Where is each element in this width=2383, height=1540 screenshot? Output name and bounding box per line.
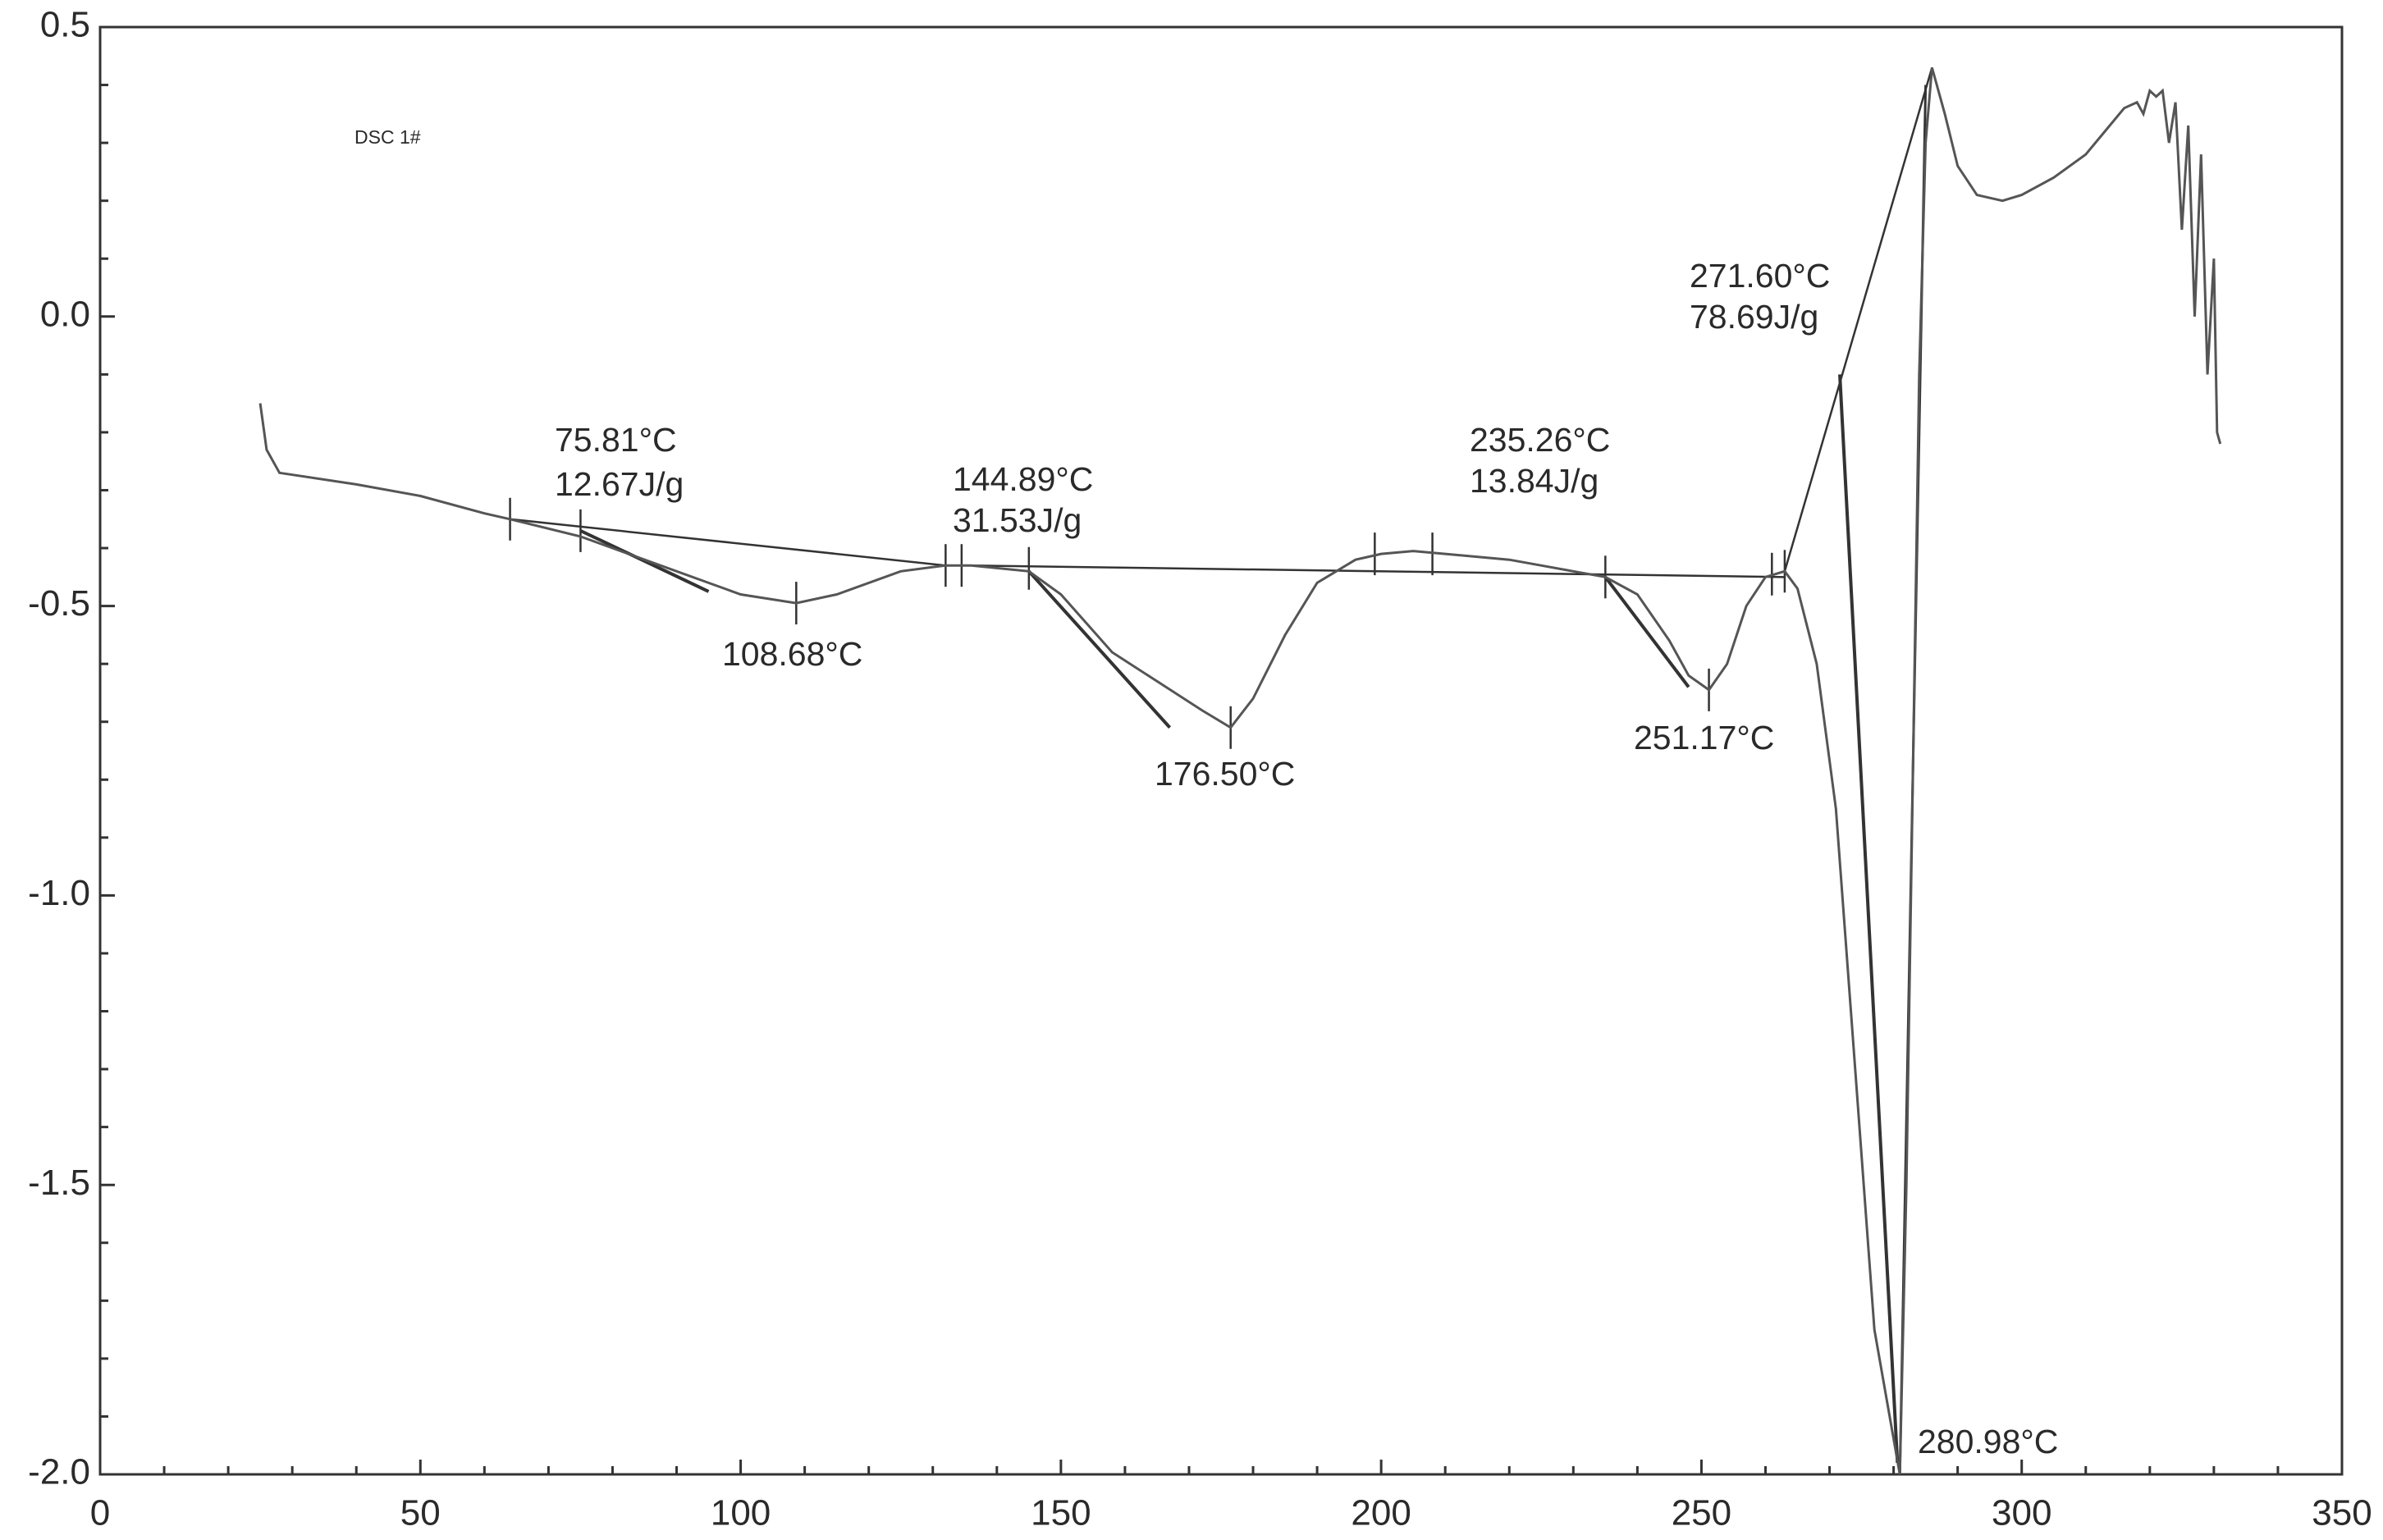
annotation: 235.26°C [1470, 421, 1610, 459]
annotation: 31.53J/g [953, 501, 1082, 539]
construction-line [1603, 576, 1690, 688]
construction-line [510, 518, 946, 567]
x-tick-label: 0 [90, 1493, 110, 1533]
x-tick-label: 50 [400, 1493, 441, 1533]
x-tick-label: 250 [1672, 1493, 1731, 1533]
construction-line [579, 529, 710, 593]
annotation: 271.60°C [1690, 257, 1830, 295]
annotation: 75.81°C [555, 421, 677, 459]
y-tick-label: -1.5 [28, 1163, 90, 1203]
construction-line [1783, 67, 1933, 572]
plot-frame [98, 25, 2344, 1476]
y-tick-label: -2.0 [28, 1452, 90, 1492]
chart-title: DSC 1# [354, 126, 421, 148]
construction-line [1838, 374, 1900, 1463]
annotation: 251.17°C [1634, 719, 1774, 756]
x-tick-label: 300 [1992, 1493, 2051, 1533]
construction-line [1027, 569, 1172, 729]
y-tick-label: 0.0 [40, 294, 90, 334]
y-tick-label: 0.5 [40, 5, 90, 45]
annotation: 144.89°C [953, 460, 1093, 498]
annotation: 108.68°C [722, 635, 862, 673]
y-tick-label: -1.0 [28, 873, 90, 913]
x-tick-label: 200 [1351, 1493, 1411, 1533]
annotation: 12.67J/g [555, 465, 684, 503]
x-tick-label: 350 [2312, 1493, 2372, 1533]
annotation: 280.98°C [1918, 1423, 2058, 1460]
x-tick-label: 150 [1031, 1493, 1091, 1533]
annotation: 176.50°C [1155, 755, 1295, 793]
construction-line [971, 564, 1785, 578]
x-tick-label: 100 [711, 1493, 771, 1533]
dsc-curve [258, 67, 2222, 1475]
annotation: 78.69J/g [1690, 298, 1818, 336]
y-tick-label: -0.5 [28, 583, 90, 624]
annotation: 13.84J/g [1470, 462, 1599, 500]
